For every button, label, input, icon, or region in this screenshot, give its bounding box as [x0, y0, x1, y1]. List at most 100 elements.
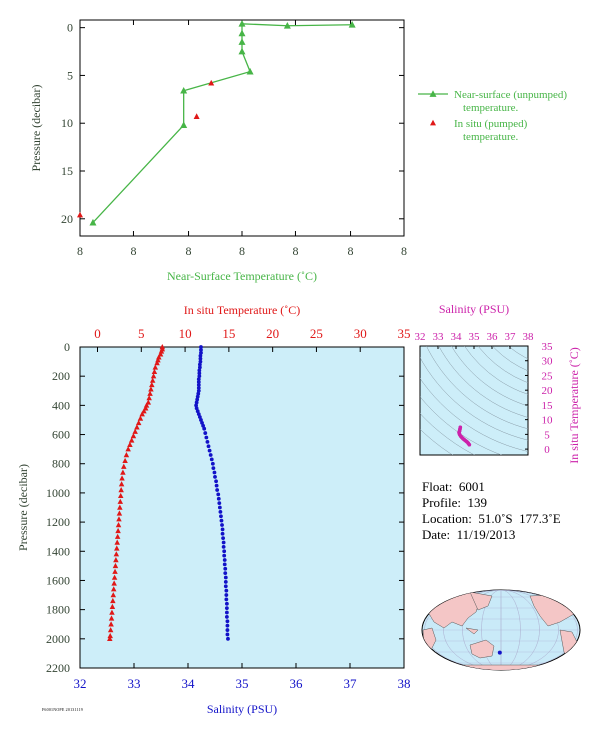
y-tick-label: 0 — [67, 21, 73, 35]
temperature-tick-label: 20 — [266, 326, 279, 341]
salinity-point — [211, 466, 216, 471]
salinity-point — [199, 348, 203, 352]
near-surface-point — [238, 29, 246, 37]
near-surface-point — [180, 121, 188, 128]
legend-label-in-situ: In situ (pumped) — [454, 118, 528, 130]
y-tick-label: 10 — [61, 116, 73, 130]
temperature-point — [110, 592, 117, 598]
temperature-point — [123, 452, 130, 458]
salinity-point — [224, 610, 229, 615]
temperature-point — [119, 475, 125, 481]
salinity-point — [199, 418, 203, 422]
temperature-point — [151, 368, 158, 375]
in-situ-point — [77, 211, 83, 218]
ts-x-tick-label: 33 — [433, 331, 445, 343]
salinity-point — [196, 391, 201, 396]
salinity-point — [195, 409, 200, 414]
location-map — [421, 589, 581, 671]
salinity-point — [223, 580, 228, 584]
temperature-point — [114, 533, 121, 539]
map-indonesia — [465, 627, 479, 635]
salinity-point — [196, 412, 201, 417]
temperature-point — [137, 415, 144, 421]
temperature-point — [115, 527, 121, 534]
temperature-point — [120, 469, 126, 475]
temperature-point — [110, 586, 117, 592]
salinity-point — [217, 505, 222, 510]
x-tick-label: 8 — [186, 244, 192, 258]
temperature-point — [107, 632, 113, 639]
salinity-point — [222, 558, 227, 562]
map-meridian — [481, 590, 521, 670]
temperature-axis-label: In situ Temperature (˚C) — [184, 303, 301, 317]
ts-y-tick-label: 35 — [542, 341, 554, 353]
near-surface-point — [238, 38, 246, 45]
temperature-point — [111, 580, 117, 586]
ts-x-tick-label: 36 — [487, 331, 499, 343]
salinity-point — [197, 365, 202, 370]
map-land — [422, 590, 580, 670]
salinity-point — [194, 403, 199, 408]
salinity-point — [198, 353, 203, 358]
salinity-point — [221, 536, 226, 541]
salinity-point — [198, 356, 203, 361]
salinity-point — [223, 584, 228, 589]
temperature-point — [147, 390, 153, 396]
salinity-point — [206, 444, 211, 449]
temperature-point — [107, 635, 113, 642]
salinity-point — [218, 509, 223, 514]
ts-x-tick-label: 38 — [523, 331, 535, 343]
float-info-panel: Float: 6001 Profile: 139 Location: 51.0˚… — [422, 479, 561, 543]
temperature-point — [112, 568, 118, 574]
temperature-point — [108, 621, 114, 627]
temperature-point — [117, 492, 124, 499]
salinity-point — [195, 394, 200, 399]
salinity-point — [209, 457, 214, 462]
temperature-point — [109, 603, 116, 609]
temperature-point — [118, 487, 124, 493]
map-east-asia — [469, 591, 493, 611]
temperature-point — [117, 498, 124, 504]
legend-label-in-situ-2: temperature. — [463, 131, 519, 143]
near-surface-point — [238, 47, 246, 55]
temperature-point — [128, 437, 135, 443]
salinity-point — [202, 426, 207, 431]
salinity-tick-label: 36 — [290, 676, 304, 691]
salinity-point — [198, 359, 203, 364]
salinity-point — [204, 435, 209, 440]
footer-code: F6001NOPE 20131119 — [42, 707, 83, 712]
salinity-point — [224, 593, 229, 597]
near-surface-point — [246, 67, 254, 75]
salinity-point — [224, 615, 229, 619]
salinity-point — [215, 488, 220, 492]
near-surface-y-axis-label: Pressure (decibar) — [29, 85, 43, 172]
salinity-point — [225, 632, 230, 637]
salinity-tick-label: 35 — [236, 676, 249, 691]
salinity-point — [196, 377, 201, 381]
ts-y-tick-label: 25 — [542, 370, 554, 382]
temperature-point — [113, 551, 120, 557]
salinity-point — [208, 453, 213, 457]
y-tick-label: 800 — [52, 457, 70, 471]
legend-marker-near-surface — [429, 90, 437, 97]
x-tick-label: 8 — [348, 244, 354, 258]
x-tick-label: 8 — [401, 244, 407, 258]
y-tick-label: 1800 — [46, 603, 70, 617]
y-tick-label: 1600 — [46, 573, 70, 587]
y-tick-label: 200 — [52, 369, 70, 383]
y-tick-label: 600 — [52, 428, 70, 442]
near-surface-point — [89, 218, 97, 226]
salinity-point — [199, 350, 203, 355]
temperature-point — [108, 615, 115, 621]
temperature-tick-label: 5 — [138, 326, 145, 341]
salinity-point — [224, 588, 229, 593]
salinity-point — [201, 423, 206, 428]
legend-label-near-surface-2: temperature. — [463, 102, 519, 114]
salinity-point — [222, 562, 227, 567]
salinity-point — [223, 571, 228, 576]
salinity-point — [225, 623, 230, 628]
temperature-point — [134, 424, 140, 430]
salinity-tick-label: 34 — [182, 676, 196, 691]
salinity-point — [196, 383, 201, 387]
temperature-point — [114, 539, 120, 545]
